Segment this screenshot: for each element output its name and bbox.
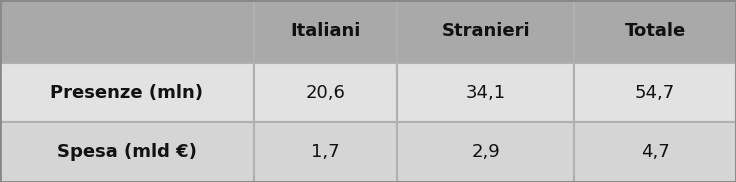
Bar	[254, 122, 397, 182]
Bar	[397, 0, 574, 63]
Bar	[574, 63, 736, 122]
Text: Italiani: Italiani	[291, 22, 361, 40]
Bar	[0, 0, 254, 63]
Bar	[574, 122, 736, 182]
Text: 20,6: 20,6	[305, 84, 346, 102]
Bar	[0, 122, 254, 182]
Text: Stranieri: Stranieri	[442, 22, 530, 40]
Bar	[0, 63, 254, 122]
Bar	[574, 0, 736, 63]
Text: 4,7: 4,7	[640, 143, 670, 161]
Text: Presenze (mln): Presenze (mln)	[51, 84, 203, 102]
Bar	[254, 0, 397, 63]
Bar	[254, 63, 397, 122]
Text: 2,9: 2,9	[471, 143, 500, 161]
Text: 54,7: 54,7	[635, 84, 675, 102]
Bar	[397, 63, 574, 122]
Bar	[397, 122, 574, 182]
Text: Spesa (mld €): Spesa (mld €)	[57, 143, 197, 161]
Text: Totale: Totale	[624, 22, 686, 40]
Text: 1,7: 1,7	[311, 143, 340, 161]
Text: 34,1: 34,1	[466, 84, 506, 102]
